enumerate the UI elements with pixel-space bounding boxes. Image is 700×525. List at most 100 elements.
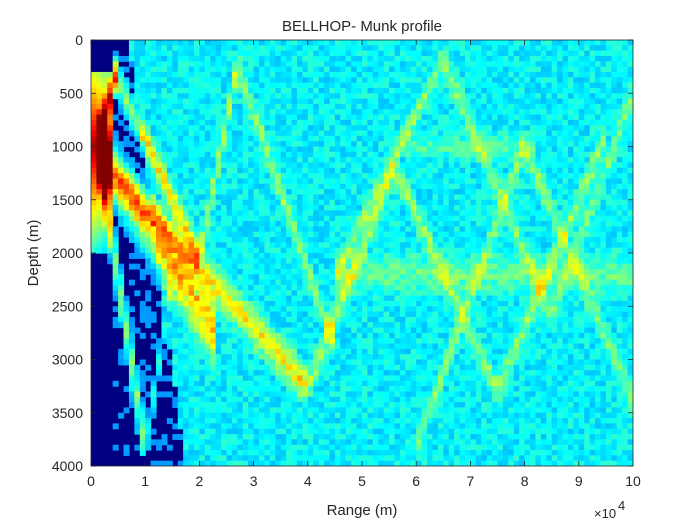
heatmap-cell (519, 135, 526, 142)
heatmap-cell (367, 226, 374, 233)
heatmap-cell (318, 263, 325, 270)
heatmap-cell (183, 242, 190, 249)
heatmap-cell (351, 109, 358, 116)
heatmap-cell (437, 119, 444, 126)
heatmap-cell (118, 82, 125, 89)
heatmap-cell (578, 194, 585, 201)
heatmap-cell (204, 290, 211, 297)
heatmap-cell (595, 146, 602, 153)
heatmap-cell (622, 71, 629, 78)
heatmap-cell (107, 189, 114, 196)
heatmap-cell (578, 226, 585, 233)
heatmap-cell (145, 306, 152, 313)
heatmap-cell (107, 146, 114, 153)
heatmap-cell (286, 40, 293, 46)
heatmap-cell (237, 300, 244, 307)
heatmap-cell (611, 87, 618, 94)
heatmap-cell (291, 268, 298, 275)
heatmap-cell (112, 226, 119, 233)
heatmap-cell (567, 45, 574, 52)
heatmap-cell (150, 258, 157, 265)
heatmap-cell (497, 61, 504, 68)
heatmap-cell (546, 151, 553, 158)
heatmap-cell (172, 173, 179, 180)
heatmap-cell (210, 141, 217, 148)
heatmap-cell (492, 242, 499, 249)
heatmap-cell (394, 258, 401, 265)
heatmap-cell (405, 268, 412, 275)
heatmap-cell (578, 87, 585, 94)
heatmap-cell (551, 274, 558, 281)
heatmap-cell (172, 237, 179, 243)
heatmap-cell (432, 130, 439, 137)
heatmap-cell (443, 162, 450, 169)
heatmap-cell (237, 135, 244, 142)
heatmap-cell (166, 40, 173, 46)
heatmap-cell (264, 77, 271, 84)
heatmap-cell (275, 162, 282, 169)
heatmap-cell (324, 40, 331, 46)
heatmap-cell (96, 221, 103, 227)
heatmap-cell (530, 45, 537, 52)
heatmap-cell (611, 125, 618, 132)
heatmap-cell (448, 125, 455, 132)
heatmap-cell (248, 141, 255, 148)
heatmap-cell (221, 40, 228, 46)
heatmap-cell (351, 50, 358, 57)
heatmap-cell (410, 178, 417, 185)
heatmap-cell (318, 167, 325, 174)
heatmap-cell (497, 263, 504, 270)
heatmap-cell (605, 237, 612, 243)
heatmap-cell (296, 199, 303, 206)
heatmap-cell (443, 45, 450, 52)
heatmap-cell (193, 306, 200, 313)
heatmap-cell (497, 103, 504, 110)
heatmap-cell (210, 242, 217, 249)
heatmap-cell (562, 50, 569, 57)
heatmap-cell (530, 242, 537, 249)
heatmap-cell (513, 253, 520, 259)
heatmap-cell (313, 93, 320, 100)
heatmap-cell (470, 146, 477, 153)
heatmap-cell (616, 125, 623, 132)
heatmap-cell (562, 151, 569, 158)
heatmap-cell (340, 279, 347, 286)
heatmap-cell (567, 71, 574, 78)
heatmap-cell (150, 109, 157, 116)
heatmap-cell (313, 205, 320, 211)
heatmap-cell (448, 183, 455, 190)
heatmap-cell (567, 189, 574, 196)
heatmap-cell (589, 189, 596, 196)
heatmap-cell (399, 279, 406, 286)
heatmap-cell (551, 173, 558, 180)
heatmap-cell (291, 178, 298, 185)
heatmap-cell (204, 40, 211, 46)
heatmap-cell (345, 167, 352, 174)
heatmap-cell (248, 274, 255, 281)
heatmap-cell (226, 263, 233, 270)
heatmap-cell (237, 263, 244, 270)
heatmap-cell (432, 135, 439, 142)
heatmap-cell (508, 77, 515, 84)
heatmap-cell (416, 141, 423, 148)
heatmap-cell (362, 157, 369, 164)
heatmap-cell (470, 279, 477, 286)
heatmap-cell (432, 45, 439, 52)
heatmap-cell (557, 231, 564, 238)
heatmap-cell (519, 306, 526, 313)
heatmap-cell (242, 226, 249, 233)
heatmap-cell (557, 183, 564, 190)
heatmap-cell (578, 125, 585, 132)
heatmap-cell (210, 173, 217, 180)
heatmap-cell (546, 109, 553, 116)
heatmap-cell (302, 247, 309, 254)
heatmap-cell (497, 109, 504, 116)
heatmap-cell (443, 290, 450, 297)
heatmap-cell (546, 279, 553, 286)
heatmap-cell (372, 279, 379, 286)
heatmap-cell (508, 279, 515, 286)
heatmap-cell (226, 55, 233, 62)
heatmap-cell (188, 109, 195, 116)
heatmap-cell (259, 231, 266, 238)
heatmap-cell (318, 194, 325, 201)
